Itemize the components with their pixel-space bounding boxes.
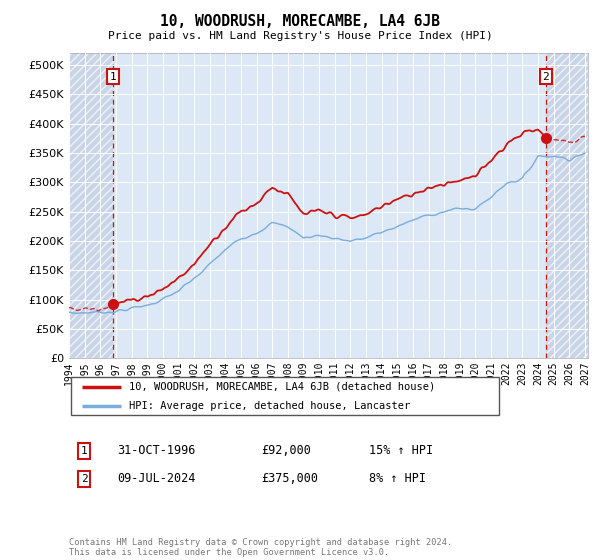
Text: 1: 1 — [80, 446, 88, 456]
Bar — [69, 53, 113, 358]
Bar — [546, 53, 588, 358]
Text: 31-OCT-1996: 31-OCT-1996 — [117, 444, 196, 458]
Text: Price paid vs. HM Land Registry's House Price Index (HPI): Price paid vs. HM Land Registry's House … — [107, 31, 493, 41]
Text: 8% ↑ HPI: 8% ↑ HPI — [369, 472, 426, 486]
Bar — [69, 53, 113, 358]
Text: 2: 2 — [542, 72, 549, 82]
Text: 10, WOODRUSH, MORECAMBE, LA4 6JB (detached house): 10, WOODRUSH, MORECAMBE, LA4 6JB (detach… — [130, 381, 436, 391]
Text: 1: 1 — [110, 72, 116, 82]
Text: 15% ↑ HPI: 15% ↑ HPI — [369, 444, 433, 458]
Text: 2: 2 — [80, 474, 88, 484]
FancyBboxPatch shape — [71, 377, 499, 415]
Text: £375,000: £375,000 — [261, 472, 318, 486]
Bar — [546, 53, 588, 358]
Text: HPI: Average price, detached house, Lancaster: HPI: Average price, detached house, Lanc… — [130, 401, 411, 411]
Text: Contains HM Land Registry data © Crown copyright and database right 2024.
This d: Contains HM Land Registry data © Crown c… — [69, 538, 452, 557]
Text: £92,000: £92,000 — [261, 444, 311, 458]
Text: 09-JUL-2024: 09-JUL-2024 — [117, 472, 196, 486]
Text: 10, WOODRUSH, MORECAMBE, LA4 6JB: 10, WOODRUSH, MORECAMBE, LA4 6JB — [160, 14, 440, 29]
